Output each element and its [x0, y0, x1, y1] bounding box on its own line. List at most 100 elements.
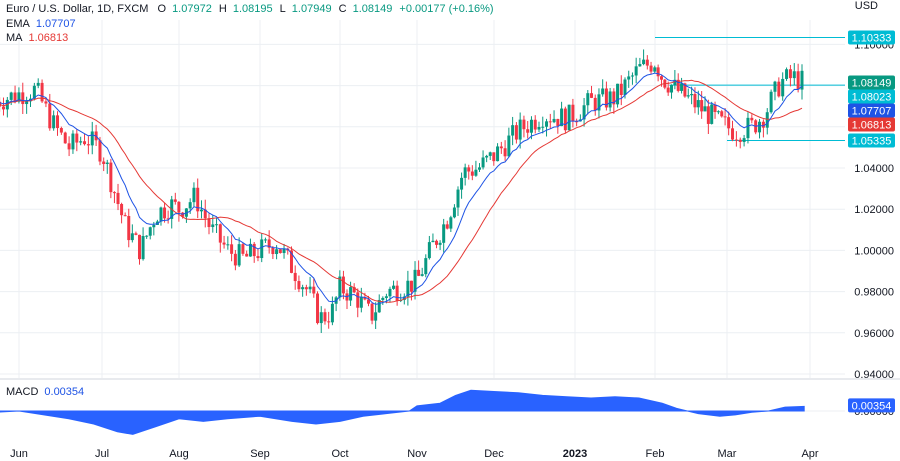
candle-body — [71, 133, 75, 150]
candle-body — [381, 297, 385, 300]
candle-body — [83, 141, 87, 145]
candle-body — [590, 93, 594, 98]
candle-body — [196, 187, 200, 212]
price-tag — [848, 30, 895, 45]
candle-body — [352, 287, 356, 293]
macd-legend: MACD 0.00354 — [6, 385, 84, 399]
price-tag — [848, 75, 895, 90]
candle-body — [152, 224, 156, 228]
candle-body — [571, 104, 575, 122]
candle-body — [9, 92, 13, 100]
ema-legend: EMA 1.07707 — [6, 17, 76, 31]
price-tag-label: 1.10333 — [852, 33, 892, 45]
ema-value: 1.07707 — [35, 18, 76, 30]
candle-body — [710, 104, 714, 124]
candle-body — [282, 248, 286, 254]
x-tick-label: Nov — [407, 448, 427, 460]
candle-body — [230, 244, 234, 254]
candle-body — [409, 280, 413, 292]
candle-body — [690, 94, 694, 96]
candle-body — [676, 79, 680, 91]
candle-body — [533, 119, 537, 130]
candle-body — [435, 240, 439, 245]
macd-value: 0.00354 — [44, 386, 85, 398]
candle-body — [731, 128, 735, 140]
candle-body — [163, 207, 167, 219]
candle-body — [750, 117, 754, 121]
candle-body — [166, 218, 170, 220]
price-tag-label: 1.08023 — [852, 92, 892, 104]
open-value: 1.07972 — [172, 3, 212, 15]
candle-body — [666, 87, 670, 93]
candle-body — [488, 152, 492, 156]
candle-body — [301, 287, 305, 290]
candle-body — [260, 239, 264, 259]
candle-body — [474, 169, 478, 176]
candle-body — [518, 119, 522, 140]
candle-body — [537, 127, 541, 130]
candle-body — [233, 253, 237, 266]
candle-body — [769, 91, 773, 113]
close-value: 1.08149 — [352, 3, 393, 15]
candle-body — [785, 69, 789, 79]
candle-body — [604, 88, 608, 108]
candle-body — [79, 141, 83, 143]
candle-body — [207, 218, 211, 228]
candle-body — [275, 249, 279, 255]
candle-body — [52, 115, 56, 129]
candle-body — [141, 236, 145, 260]
price-tag-label: 1.05335 — [852, 135, 892, 147]
candle-body — [75, 133, 79, 143]
candle-body — [796, 71, 800, 90]
y-tick-label: 1.04000 — [854, 163, 894, 175]
candle-body — [173, 199, 177, 202]
candle-body — [137, 234, 141, 260]
candle-body — [463, 167, 467, 178]
candle-body — [765, 112, 769, 128]
horizontal-levels — [655, 37, 845, 141]
candle-body — [627, 76, 631, 80]
candle-body — [181, 212, 185, 217]
candle-body — [477, 167, 481, 170]
x-tick-label: Mar — [718, 448, 737, 460]
candle-body — [98, 140, 102, 162]
candle-body — [319, 312, 323, 324]
candle-body — [496, 146, 500, 162]
candle-body — [218, 224, 222, 243]
grid — [0, 20, 845, 378]
candle-body — [713, 104, 717, 112]
candle-body — [248, 243, 252, 257]
candle-body — [696, 100, 700, 108]
candle-body — [552, 118, 556, 123]
candle-body — [102, 161, 106, 164]
candle-body — [222, 242, 226, 245]
candle-body — [445, 224, 449, 229]
candle-body — [177, 201, 181, 213]
y-tick-label: 0.94000 — [854, 369, 894, 381]
candle-body — [374, 312, 378, 321]
high-label: H — [218, 3, 227, 15]
candle-body — [293, 272, 297, 282]
candle-body — [148, 227, 152, 236]
candle-body — [123, 215, 127, 217]
candle-body — [67, 143, 71, 150]
candle-body — [638, 64, 642, 67]
candle-body — [485, 155, 489, 158]
symbol-title: Euro / U.S. Dollar, 1D, FXCM — [6, 3, 149, 15]
candle-body — [452, 207, 456, 218]
candle-body — [608, 91, 612, 108]
price-tags: 1.10333 1.08149 1.08023 1.07707 1.06813 1.053… — [848, 30, 895, 413]
candle-body — [304, 287, 308, 290]
price-tag-label: 1.06813 — [852, 120, 892, 132]
candle-body — [522, 119, 526, 130]
candle-body — [36, 82, 40, 86]
macd-pane — [0, 389, 845, 435]
candle-body — [548, 121, 552, 123]
candle-body — [17, 92, 21, 102]
candle-body — [656, 67, 660, 77]
candle-body — [503, 148, 507, 157]
candle-body — [21, 92, 25, 105]
candle-body — [460, 177, 464, 190]
candle-body — [781, 78, 785, 97]
